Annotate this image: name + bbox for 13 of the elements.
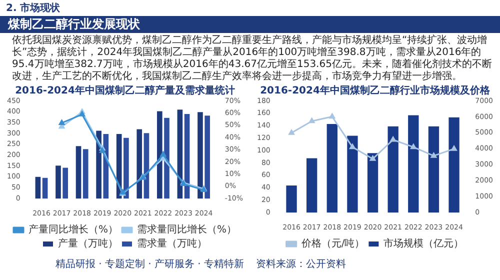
legend-label: 产量同比增长（%） [28, 224, 118, 236]
chart-title: 2016-2024年中国煤制乙二醇行业市场规模及价格 [260, 84, 491, 97]
text: 煤制乙二醇行业发展现状 [0, 16, 500, 33]
legend-label: 需求量同比增长（%） [137, 224, 237, 236]
text: 精品研报 · 专题定制 · 产研服务 · 专精特新 [54, 259, 245, 271]
legend-label: 产量（万吨） [58, 238, 118, 250]
chart-title: 2016-2024年中国煤制乙二醇产量及需求量统计 [15, 84, 235, 97]
text: 依托我国煤炭资源禀赋优势，煤制乙二醇作为乙二醇重要生产路线，产能与市场规模均呈“持续扩张、波动增长”态势，据统计，2024年我国煤制乙二醇产量从2016年的100万吨增至398.8万吨，需求量从2016年的95.4万吨增至382.7万吨，市场规模从2016年的43.67亿元增至153.65亿元。未来，随着催化剂技术的不断改进，生产工艺的不断优化，我国煤制乙二醇生产效率将会进一步提高，市场竞争力有望进一步增强。 [11, 34, 493, 83]
text: 资料来源：公开资料 [255, 259, 347, 271]
legend-label: 市场规模（亿元） [384, 238, 464, 250]
text: 2. 市场现状 [5, 1, 62, 16]
legend-label: 价格（元/吨） [300, 238, 365, 250]
legend-label: 需求量（万吨） [137, 238, 207, 250]
